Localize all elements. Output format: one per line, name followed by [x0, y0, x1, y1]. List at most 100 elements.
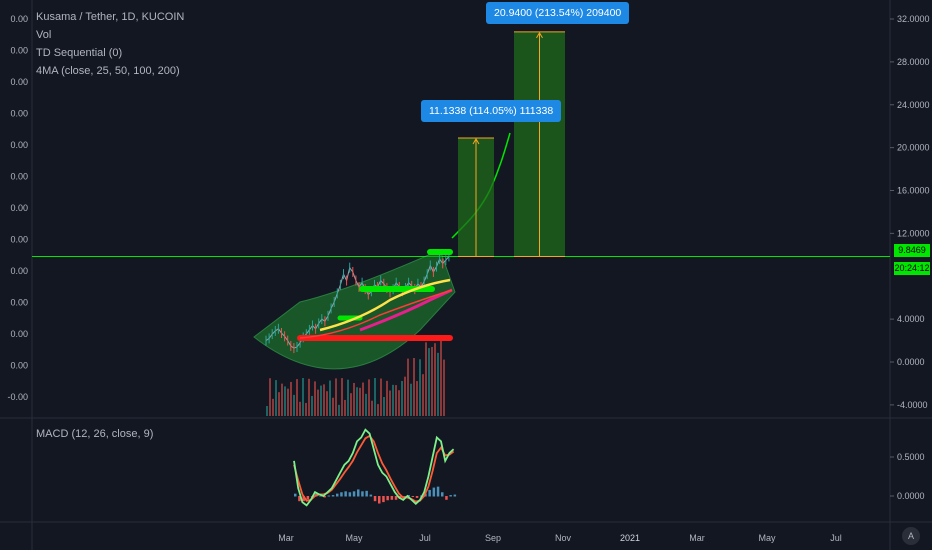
volume-bar — [278, 392, 280, 416]
volume-bar — [416, 381, 418, 416]
auto-scale-icon: A — [908, 531, 914, 541]
price-tick-label: 0.0000 — [897, 357, 925, 367]
ma25-line — [319, 278, 451, 332]
td-sequential-label[interactable]: TD Sequential (0) — [36, 47, 123, 59]
macd-histogram-bar — [411, 496, 415, 497]
volume-bar — [437, 352, 439, 416]
volume-bar — [290, 381, 292, 416]
time-tick-label: May — [345, 533, 363, 543]
volume-bar — [431, 346, 433, 416]
macd-histogram-bar — [302, 496, 305, 502]
macd-plot: 0.5000 0.0000 — [293, 428, 925, 507]
volume-bar — [302, 378, 304, 416]
volume-bar — [434, 343, 436, 416]
volume-label[interactable]: Vol — [36, 29, 52, 41]
macd-histogram-bar — [369, 494, 373, 497]
left-scale-label: 0.00 — [10, 266, 28, 276]
volume-bar — [326, 391, 328, 416]
left-scale-label: 0.00 — [10, 329, 28, 339]
moving-average-label[interactable]: 4MA (close, 25, 50, 100, 200) — [36, 65, 180, 77]
volume-bar — [401, 381, 403, 416]
price-tick-label: 32.0000 — [897, 14, 930, 24]
macd-histogram-bar — [361, 491, 364, 497]
volume-bar — [377, 404, 379, 416]
volume-bar — [281, 383, 283, 416]
price-tick-label: 28.0000 — [897, 57, 930, 67]
macd-line — [293, 428, 455, 507]
macd-histogram-bar — [294, 493, 297, 497]
indicator-legend: Kusama / Tether, 1D, KUCOIN Vol TD Seque… — [36, 8, 184, 80]
macd-histogram-bar — [373, 496, 377, 502]
left-scale-label: 0.00 — [10, 14, 28, 24]
time-tick-label: Nov — [555, 533, 572, 543]
left-scale-label: 0.00 — [10, 298, 28, 308]
time-axis: Mar May Jul Sep Nov 2021 Mar May Jul A — [0, 521, 932, 545]
macd-histogram-bar — [449, 495, 452, 497]
volume-bar — [365, 393, 367, 416]
volume-bar — [284, 386, 286, 416]
price-axis: 32.0000 28.0000 24.0000 20.0000 16.0000 12.00… — [889, 0, 930, 550]
volume-bar — [410, 383, 412, 416]
time-tick-label: 2021 — [620, 533, 640, 543]
macd-histogram-bar — [319, 496, 322, 497]
macd-histogram-bar — [415, 496, 419, 498]
volume-bar — [428, 348, 430, 416]
volume-bar — [293, 394, 295, 416]
price-tick-label: 20.0000 — [897, 143, 930, 153]
volume-bar — [332, 397, 334, 416]
time-tick-label: Jul — [830, 533, 842, 543]
symbol-title[interactable]: Kusama / Tether, 1D, KUCOIN — [36, 11, 185, 23]
target-1-callout[interactable]: 11.1338 (114.05%) 111338 — [421, 100, 562, 122]
macd-histogram-bar — [336, 493, 339, 497]
target-2-box-arrowhead — [536, 31, 543, 39]
left-scale-label: -0.00 — [7, 392, 28, 402]
time-tick-label: Mar — [689, 533, 705, 543]
volume-bar — [404, 376, 406, 416]
macd-label[interactable]: MACD (12, 26, close, 9) — [36, 428, 154, 440]
volume-bar — [371, 400, 373, 416]
volume-bar — [311, 395, 313, 416]
macd-histogram-bar — [298, 496, 301, 502]
macd-histogram-bar — [323, 496, 326, 498]
volume-bar — [287, 388, 289, 416]
macd-histogram-bar — [352, 491, 356, 497]
price-series — [265, 256, 450, 349]
volume-bar — [266, 406, 268, 416]
volume-bar — [359, 387, 361, 416]
left-scale-label: 0.00 — [10, 172, 28, 182]
volume-bar — [392, 384, 394, 416]
volume-bar — [308, 378, 310, 416]
volume-bar — [335, 378, 337, 416]
price-tick-label: 16.0000 — [897, 186, 930, 196]
ma-red-thin — [299, 289, 453, 339]
macd-histogram-bar — [394, 496, 398, 500]
volume-bar — [350, 393, 352, 416]
volume-bar — [323, 384, 325, 416]
volume-bar — [443, 359, 445, 416]
volume-bar — [386, 380, 388, 416]
target-2-callout[interactable]: 20.9400 (213.54%) 209400 — [486, 2, 630, 24]
time-tick-label: Mar — [278, 533, 294, 543]
volume-bar — [347, 379, 349, 416]
macd-histogram-bar — [365, 490, 368, 497]
time-tick-label: May — [758, 533, 776, 543]
macd-histogram-bar — [348, 492, 352, 497]
target-1-box-arrowhead — [472, 138, 480, 145]
volume-bar — [272, 398, 274, 416]
macd-histogram-bar — [390, 496, 394, 500]
volume-bar — [299, 401, 301, 416]
volume-bar — [269, 378, 271, 416]
price-tick-label: 4.0000 — [897, 314, 925, 324]
volume-bar — [374, 378, 376, 416]
volume-bar — [419, 359, 421, 416]
volume-bar — [296, 379, 298, 416]
volume-bar — [353, 382, 355, 416]
macd-histogram-bar — [428, 489, 431, 497]
price-tick-label: -4.0000 — [897, 400, 928, 410]
auto-scale-button[interactable] — [902, 527, 920, 545]
left-scale-label: 0.00 — [10, 46, 28, 56]
left-scale-label: 0.00 — [10, 77, 28, 87]
volume-bar — [320, 385, 322, 416]
macd-tick-label: 0.0000 — [897, 491, 925, 501]
